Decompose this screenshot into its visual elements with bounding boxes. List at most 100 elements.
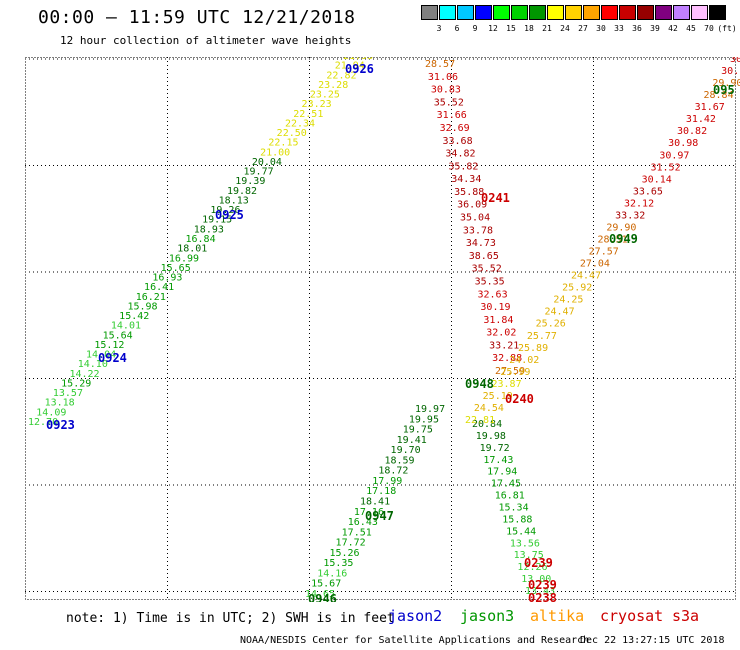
- swh-value-label: 30.98: [668, 138, 698, 149]
- swh-value-label: 36.09: [457, 200, 487, 211]
- swh-value-label: 32.12: [624, 198, 654, 209]
- swh-value-label: 22.15: [268, 138, 298, 149]
- legend-label: 45: [686, 24, 696, 33]
- legend-swatch: [619, 5, 636, 20]
- mission-label: altika: [530, 607, 585, 625]
- pass-time-label: 0239: [528, 578, 557, 592]
- swh-value-label: 35.52: [472, 264, 502, 275]
- pass-time-label: 0946: [308, 592, 337, 602]
- swh-value-label: 15.35: [323, 558, 353, 569]
- swh-value-label: 12.26: [517, 562, 547, 573]
- mission-label: jason2: [388, 607, 443, 625]
- legend-swatch: [691, 5, 708, 20]
- swh-value-label: 18.01: [177, 244, 207, 255]
- swh-value-label: 27.59: [495, 366, 525, 377]
- swh-value-label: 34.82: [445, 149, 475, 160]
- swh-value-label: 35.35: [475, 276, 505, 287]
- swh-value-label: 16.41: [144, 282, 174, 293]
- pass-time-label: 0923: [46, 418, 75, 432]
- swh-value-label: 17.94: [487, 467, 517, 478]
- pass-time-label: 0239: [524, 556, 553, 570]
- legend-label: 70: [704, 24, 714, 33]
- legend-swatch: [637, 5, 654, 20]
- page-subtitle: 12 hour collection of altimeter wave hei…: [60, 34, 352, 47]
- swh-value-label: 30.19: [480, 302, 510, 313]
- swh-value-label: 16.84: [186, 234, 216, 245]
- swh-value-label: 12.70: [28, 417, 58, 428]
- swh-value-label: 25.19: [483, 391, 513, 402]
- legend-label: 12: [488, 24, 498, 33]
- swh-value-label: 14.09: [36, 407, 66, 418]
- legend-swatch: [547, 5, 564, 20]
- swh-value-label: 23.28: [318, 80, 348, 91]
- swh-value-label: 35.88: [454, 187, 484, 198]
- swh-value-label: 15.26: [329, 548, 359, 559]
- swh-value-label: 31.66: [437, 110, 467, 121]
- legend-swatch: [601, 5, 618, 20]
- swh-value-label: 18.72: [378, 466, 408, 477]
- swh-value-label: 33.32: [615, 210, 645, 221]
- generated-timestamp: Dec 22 13:27:15 UTC 2018: [580, 635, 725, 646]
- swh-value-label: 20.04: [252, 157, 282, 168]
- swh-value-label: 15.29: [61, 378, 91, 389]
- swh-value-label: 23.23: [302, 99, 332, 110]
- swh-value-label: 15.12: [94, 340, 124, 351]
- swh-value-label: 30.83: [431, 85, 461, 96]
- swh-value-label: 14.22: [69, 369, 99, 380]
- swh-value-label: 30.14: [642, 174, 672, 185]
- swh-value-label: 14.16: [317, 568, 347, 579]
- swh-value-label: 27.04: [580, 259, 610, 270]
- swh-value-label: 15.65: [161, 263, 191, 274]
- swh-value-label: 18.13: [219, 195, 249, 206]
- pass-time-label: 0949: [609, 232, 638, 246]
- legend-swatch: [475, 5, 492, 20]
- swh-value-label: 32.02: [486, 328, 516, 339]
- legend-label: 24: [560, 24, 570, 33]
- pass-time-label: 0238: [528, 591, 557, 602]
- swh-value-label: 15.34: [499, 503, 529, 514]
- swh-value-label: 14.65: [305, 589, 335, 600]
- swh-value-label: 14.04: [86, 350, 116, 361]
- swh-value-label: 33.21: [489, 340, 519, 351]
- swh-value-label: 19.41: [397, 435, 427, 446]
- swh-value-label: 32.63: [478, 289, 508, 300]
- swh-value-label: 30.97: [659, 150, 689, 161]
- swh-value-label: 23.25: [310, 90, 340, 101]
- pass-time-label: 0948: [465, 377, 494, 391]
- swh-value-label: 19.39: [235, 176, 265, 187]
- swh-value-label: 30.82: [677, 126, 707, 137]
- swh-value-label: 16.99: [169, 253, 199, 264]
- pass-time-label: 0926: [345, 62, 374, 76]
- swh-value-label: 25.92: [562, 283, 592, 294]
- swh-value-label: 15.67: [311, 579, 341, 590]
- legend-swatch: [457, 5, 474, 20]
- legend-label: 27: [578, 24, 588, 33]
- map-plot: 504846444240-165-162-159-156-153-15012.7…: [2, 51, 740, 612]
- swh-value-label: 19.95: [409, 414, 439, 425]
- legend-label: 9: [472, 24, 478, 33]
- legend-swatch: [421, 5, 438, 20]
- swh-value-label: 22.34: [285, 118, 315, 129]
- swh-value-label: 15.44: [506, 526, 536, 537]
- legend-label: 3: [436, 24, 442, 33]
- swh-value-label: 29.90: [606, 222, 636, 233]
- swh-value-label: 21.00: [260, 147, 290, 158]
- swh-value-label: 28.57: [425, 59, 455, 70]
- swh-value-label: 21.94: [335, 61, 365, 72]
- legend-label: 36: [632, 24, 642, 33]
- swh-value-label: 24.47: [571, 271, 601, 282]
- legend-swatch: [529, 5, 546, 20]
- pass-time-label: 0241: [481, 191, 510, 205]
- page-title: 00:00 – 11:59 UTC 12/21/2018: [38, 7, 356, 28]
- swh-value-label: 17.51: [342, 527, 372, 538]
- swh-value-label: 17.72: [336, 538, 366, 549]
- swh-value-label: 25.77: [527, 331, 557, 342]
- swh-value-label: 17.99: [372, 476, 402, 487]
- swh-value-label: 28.84: [704, 90, 734, 101]
- swh-value-label: 19.97: [415, 404, 445, 415]
- swh-value-label: 13.18: [45, 398, 75, 409]
- note-text: note: 1) Time is in UTC; 2) SWH is in fe…: [66, 611, 395, 626]
- legend-label: 42: [668, 24, 678, 33]
- swh-value-label: 19.72: [480, 443, 510, 454]
- swh-value-label: 21.93: [343, 57, 373, 62]
